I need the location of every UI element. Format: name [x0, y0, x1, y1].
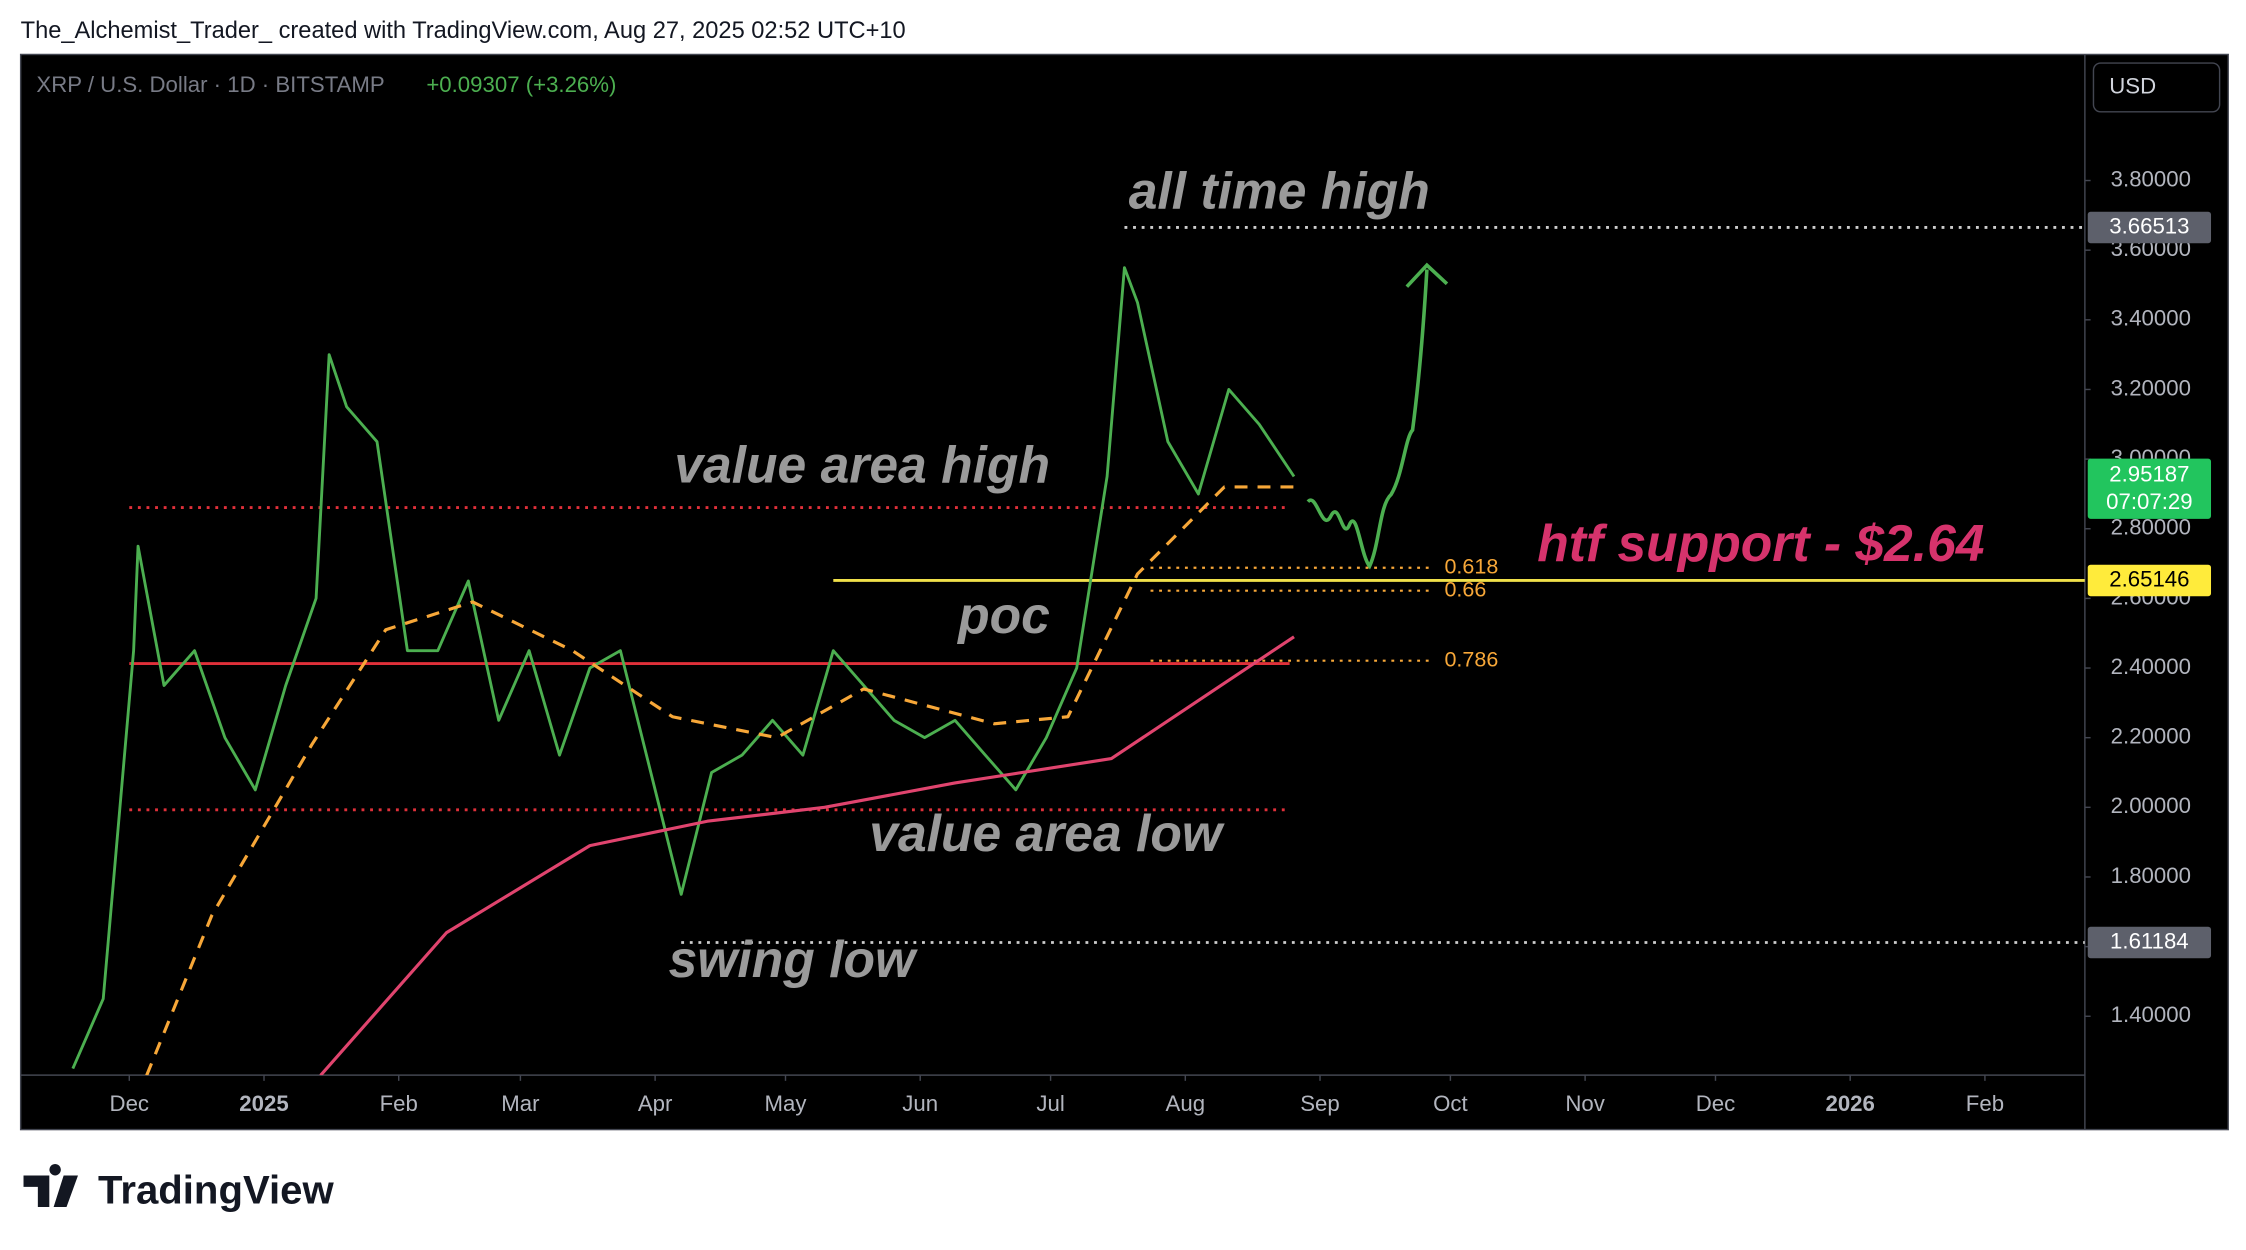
x-tick-label: May: [765, 1091, 808, 1116]
price-label: 1.61184: [2110, 928, 2189, 953]
annotation: htf support - $2.64: [1537, 514, 1984, 572]
x-tick-label: Dec: [110, 1091, 149, 1116]
price-label-box: [2087, 211, 2212, 244]
brand: TradingView: [98, 1167, 334, 1212]
annotation: value area high: [674, 435, 1050, 493]
moving-average: [145, 485, 1295, 1076]
logo-mark: [23, 1163, 78, 1207]
fib-label: 0.618: [1444, 554, 1498, 578]
y-tick-label: 2.40000: [2111, 654, 2191, 679]
currency-button[interactable]: [2092, 62, 2221, 113]
overlay: XRP / U.S. Dollar · 1D · BITSTAMP +0.093…: [36, 62, 2221, 988]
moving-average: [319, 635, 1295, 1076]
countdown: 07:07:29: [2106, 489, 2192, 514]
price-label-box: [2087, 564, 2212, 597]
x-tick-label: Oct: [1433, 1091, 1468, 1116]
x-tick-label: Aug: [1166, 1091, 1206, 1116]
price-label: 2.65146: [2109, 566, 2189, 591]
projection-arrow-head: [1405, 262, 1449, 288]
fib-label: 0.66: [1444, 577, 1486, 601]
annotation: all time high: [1129, 162, 1430, 220]
currency-label[interactable]: USD: [2109, 73, 2156, 98]
price-line: [71, 266, 1296, 1070]
footer-logo: TradingView: [23, 1163, 334, 1212]
x-tick-label: Nov: [1565, 1091, 1605, 1116]
x-tick-label: Jun: [902, 1091, 938, 1116]
fib-label: 0.786: [1444, 647, 1498, 671]
price-label: 3.66513: [2109, 213, 2189, 238]
x-tick-label: Sep: [1300, 1091, 1340, 1116]
x-tick-label: Feb: [1966, 1091, 2004, 1116]
x-tick-label: Feb: [380, 1091, 418, 1116]
x-tick-label: 2025: [239, 1091, 288, 1116]
x-tick-label: Apr: [638, 1091, 673, 1116]
x-tick-label: Jul: [1036, 1091, 1064, 1116]
symbol-title: XRP / U.S. Dollar · 1D · BITSTAMP: [36, 72, 384, 97]
x-tick-label: Dec: [1696, 1091, 1735, 1116]
x-tick-label: Mar: [501, 1091, 540, 1116]
y-tick-label: 1.40000: [2111, 1002, 2191, 1027]
projection-arrow: [1306, 269, 1429, 570]
axes: 1.400001.600001.800002.000002.200002.400…: [110, 166, 2212, 1116]
price-label-box: [2087, 926, 2212, 959]
annotation: swing low: [669, 930, 918, 988]
y-tick-label: 2.20000: [2111, 724, 2191, 749]
y-tick-label: 3.20000: [2111, 375, 2191, 400]
chart-panel: [19, 53, 2229, 1131]
author-line: The_Alchemist_Trader_ created with Tradi…: [21, 18, 906, 44]
price-label: 2.95187: [2109, 462, 2189, 487]
annotation: poc: [956, 586, 1050, 644]
y-tick-label: 3.80000: [2111, 166, 2191, 191]
annotation: value area low: [869, 804, 1225, 862]
y-tick-label: 3.40000: [2111, 306, 2191, 331]
y-tick-label: 1.80000: [2111, 863, 2191, 888]
price-change: +0.09307 (+3.26%): [426, 72, 616, 97]
y-tick-label: 2.00000: [2111, 793, 2191, 818]
price-label-box: [2087, 458, 2212, 519]
x-tick-label: 2026: [1825, 1091, 1874, 1116]
